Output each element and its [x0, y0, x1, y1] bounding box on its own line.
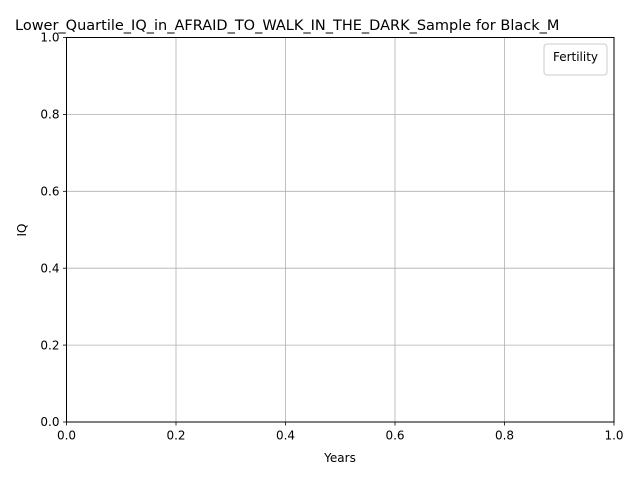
grid-lines	[66, 37, 615, 423]
x-tick-label: 0.6	[385, 429, 404, 443]
y-tick-label: 0.6	[40, 185, 59, 199]
y-tick-label: 0.2	[40, 338, 59, 352]
plot-area-frame	[66, 37, 615, 423]
x-tick-label: 0.4	[276, 429, 295, 443]
y-tick-label: 0.4	[40, 261, 59, 275]
legend: Fertility	[543, 43, 608, 76]
x-tick-label: 0.0	[57, 429, 76, 443]
x-tick-label: 0.2	[166, 429, 185, 443]
legend-title: Fertility	[553, 50, 598, 64]
y-axis-label: IQ	[15, 224, 29, 237]
chart-title: Lower_Quartile_IQ_in_AFRAID_TO_WALK_IN_T…	[15, 18, 559, 34]
x-tick-label: 0.8	[495, 429, 514, 443]
x-axis-ticks: 0.0 0.2 0.4 0.6 0.8 1.0	[57, 422, 624, 443]
x-tick-label: 1.0	[604, 429, 623, 443]
x-axis-label: Years	[323, 451, 356, 465]
y-tick-label: 1.0	[40, 31, 59, 45]
y-axis-ticks: 0.0 0.2 0.4 0.6 0.8 1.0	[40, 31, 67, 429]
y-tick-label: 0.8	[40, 108, 59, 122]
legend-box	[543, 43, 608, 76]
y-tick-label: 0.0	[40, 415, 59, 429]
